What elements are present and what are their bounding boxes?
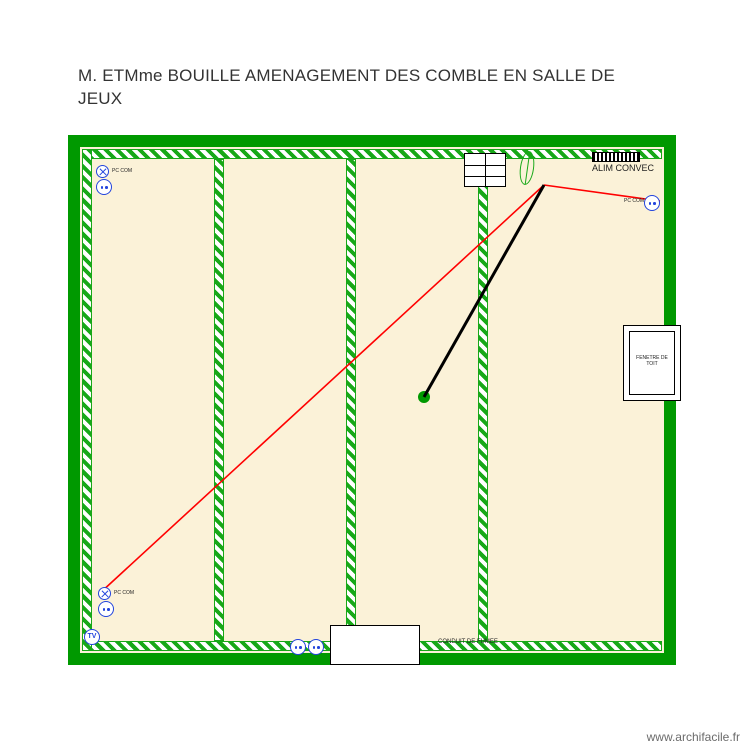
outlet-tl-label: PC COM [112, 168, 132, 174]
outlet-bl-icon [98, 601, 114, 617]
joist-2 [346, 159, 356, 641]
outlet-bl-x-icon [98, 587, 111, 600]
wall-left [68, 135, 80, 665]
outlet-tl-icon [96, 179, 112, 195]
floor-fill [80, 147, 664, 653]
joist-3 [478, 159, 488, 641]
ceiling-light-icon [418, 391, 430, 403]
convector-grille-icon [592, 152, 640, 162]
roof-window-label: FENETRE DE TOIT [634, 355, 670, 367]
wall-top [68, 135, 676, 147]
convector-label-text: ALIM CONVEC [592, 163, 654, 173]
watermark: www.archifacile.fr [647, 730, 740, 744]
outlet-tl-x-icon [96, 165, 109, 178]
outlet-bottom-2-icon [308, 639, 324, 655]
hatch-band-left [82, 149, 92, 651]
flue-opening [330, 625, 420, 665]
hatch-band-top [82, 149, 662, 159]
page-title: M. ETMme BOUILLE AMENAGEMENT DES COMBLE … [78, 65, 638, 111]
outlet-tr-icon [644, 195, 660, 211]
ceiling-hatch-box [464, 153, 506, 187]
outlet-bl-label: PC COM [114, 590, 134, 596]
flue-label: CONDUIT DE FUMEE [438, 639, 498, 645]
convector-label: ALIM CONVEC [592, 164, 654, 174]
outlet-tr-label: PC COM [624, 198, 644, 204]
joist-1 [214, 159, 224, 641]
outlet-bottom-1-icon [290, 639, 306, 655]
tv-outlet-icon: TV [84, 629, 100, 645]
floor-plan: ALIM CONVEC FENETRE DE TOIT CONDUIT DE F… [68, 135, 676, 665]
